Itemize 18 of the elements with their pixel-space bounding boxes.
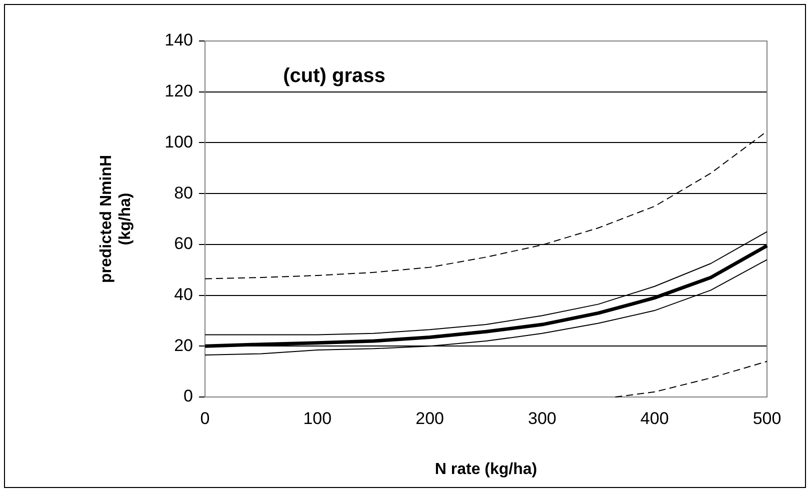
- y-tick-label: 0: [184, 386, 193, 406]
- y-tick-label: 40: [174, 284, 193, 304]
- x-tick-label: 200: [416, 408, 444, 428]
- x-tick-label: 400: [640, 408, 669, 428]
- x-axis-title: N rate (kg/ha): [434, 460, 538, 478]
- y-tick-label: 140: [164, 30, 193, 50]
- x-tick-label: 0: [200, 408, 210, 428]
- y-tick-label: 20: [174, 336, 193, 355]
- y-tick-label: 60: [174, 234, 193, 254]
- line-series: [614, 360, 768, 398]
- y-axis-title: predicted NminH (kg/ha): [98, 154, 134, 284]
- x-tick-label: 100: [303, 408, 332, 428]
- annotation: (cut) grass: [283, 65, 386, 88]
- y-tick-label: 80: [174, 183, 193, 202]
- y-tick-label: 120: [164, 82, 193, 101]
- y-tick-label: 100: [164, 132, 193, 152]
- x-tick-label: 500: [752, 408, 782, 428]
- x-tick-label: 300: [528, 408, 556, 428]
